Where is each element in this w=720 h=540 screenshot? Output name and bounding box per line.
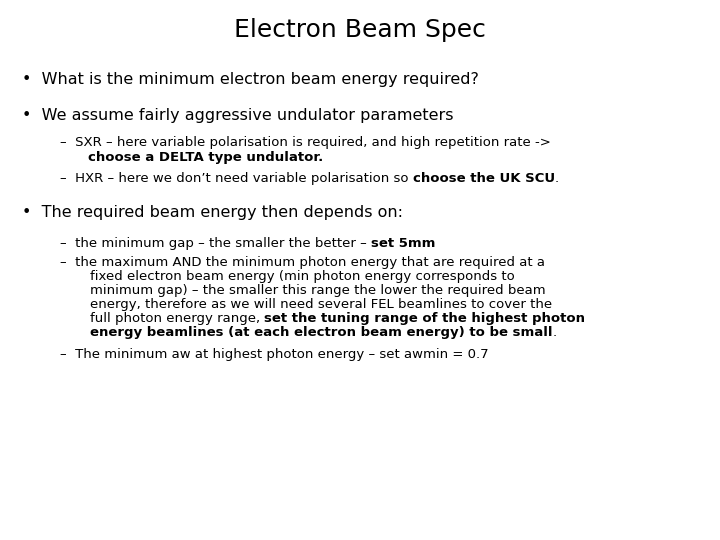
Text: –  The minimum aw at highest photon energy – set awmin = 0.7: – The minimum aw at highest photon energ… (60, 348, 489, 361)
Text: set the tuning range of the highest photon: set the tuning range of the highest phot… (264, 312, 585, 325)
Text: choose a DELTA type undulator.: choose a DELTA type undulator. (88, 151, 323, 164)
Text: •  What is the minimum electron beam energy required?: • What is the minimum electron beam ener… (22, 72, 479, 87)
Text: –  the maximum AND the minimum photon energy that are required at a: – the maximum AND the minimum photon ene… (60, 256, 545, 269)
Text: –  HXR – here we don’t need variable polarisation so: – HXR – here we don’t need variable pola… (60, 172, 413, 185)
Text: –  the minimum gap – the smaller the better –: – the minimum gap – the smaller the bett… (60, 237, 371, 250)
Text: •  We assume fairly aggressive undulator parameters: • We assume fairly aggressive undulator … (22, 108, 454, 123)
Text: full photon energy range,: full photon energy range, (90, 312, 264, 325)
Text: •  The required beam energy then depends on:: • The required beam energy then depends … (22, 205, 403, 220)
Text: –  SXR – here variable polarisation is required, and high repetition rate ->: – SXR – here variable polarisation is re… (60, 136, 551, 149)
Text: minimum gap) – the smaller this range the lower the required beam: minimum gap) – the smaller this range th… (90, 284, 546, 297)
Text: .: . (552, 326, 557, 339)
Text: energy beamlines (at each electron beam energy) to be small: energy beamlines (at each electron beam … (90, 326, 552, 339)
Text: set 5mm: set 5mm (371, 237, 436, 250)
Text: Electron Beam Spec: Electron Beam Spec (234, 18, 486, 42)
Text: .: . (555, 172, 559, 185)
Text: choose the UK SCU: choose the UK SCU (413, 172, 555, 185)
Text: fixed electron beam energy (min photon energy corresponds to: fixed electron beam energy (min photon e… (90, 270, 515, 283)
Text: energy, therefore as we will need several FEL beamlines to cover the: energy, therefore as we will need severa… (90, 298, 552, 311)
